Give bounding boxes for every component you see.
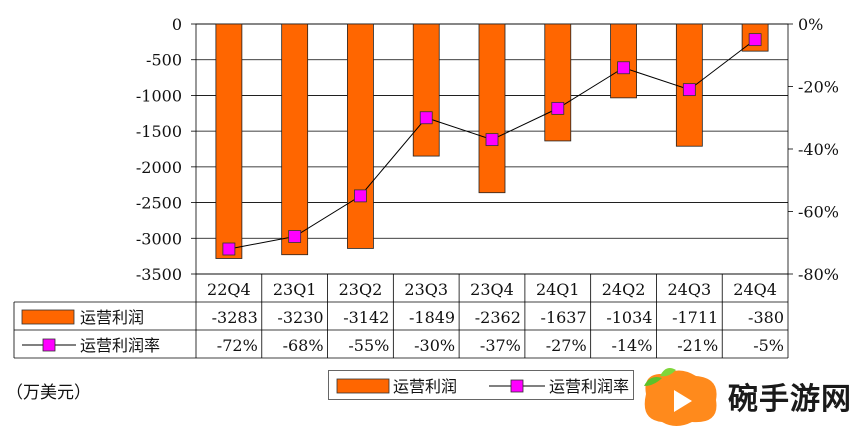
table-value: -27% [546,336,587,355]
right-tick-label: -40% [798,140,839,159]
category-label: 24Q4 [733,280,777,299]
table-row-header: 运营利润率 [80,336,160,355]
table-value: -2362 [475,308,521,327]
table-value: -21% [677,336,718,355]
line-point [748,33,762,47]
category-label: 24Q3 [668,280,712,299]
legend-line-label: 运营利润率 [549,377,629,396]
table-value: -1849 [409,308,455,327]
bar [347,23,374,249]
right-tick-label: -20% [798,78,839,97]
legend: 运营利润 运营利润率 [328,370,634,400]
table-value: -3230 [277,308,323,327]
left-tick-label: 0 [172,15,182,34]
table-value: -1637 [541,308,587,327]
line-point [617,61,630,75]
line-point [682,83,696,97]
table-value: -1034 [606,308,652,327]
table-value: -37% [480,336,521,355]
legend-marker-swatch [510,379,524,393]
bar [281,23,309,256]
line-point [354,189,367,203]
bar [412,23,440,157]
bar [610,23,637,99]
watermark-text: 碗手游网 [728,382,852,417]
table-row-header: 运营利润 [80,308,144,327]
table-value: -3142 [343,308,389,327]
category-label: 23Q4 [470,280,514,299]
left-tick-label: -2000 [136,158,182,177]
right-tick-label: -60% [798,203,839,222]
table-value: -30% [414,336,455,355]
table-value: -55% [348,336,389,355]
watermark: 碗手游网 [636,364,864,428]
right-tick-label: -80% [798,265,839,284]
left-tick-label: -1000 [136,86,182,105]
table-value: -5% [753,336,784,355]
plot-area: 0 -500 -1000 -1500 -2000 -2500 -3000 -3500 0% -20… [13,15,839,359]
unit-note: （万美元） [6,383,91,403]
bar [215,23,243,259]
right-tick-label: 0% [798,15,823,34]
table-value: -68% [283,336,324,355]
line-point [419,111,433,125]
category-label: 23Q3 [404,280,448,299]
line-point [485,133,499,147]
table-value: -72% [217,336,258,355]
legend-bar-swatch [336,378,390,394]
line-point [222,242,236,256]
table-value: -380 [748,308,784,327]
bar [478,23,506,194]
table-value: -14% [611,336,652,355]
line-point [288,230,302,243]
table-marker-swatch [42,338,56,352]
left-tick-label: -3000 [136,229,182,248]
legend-bar-label: 运营利润 [393,377,457,396]
watermark-logo [644,368,717,426]
table-value: -1711 [672,308,718,327]
table-value: -3283 [212,308,258,327]
category-label: 23Q2 [339,280,383,299]
table-bar-swatch [21,309,75,325]
category-label: 23Q1 [273,280,317,299]
line-point [551,101,565,115]
category-label: 24Q1 [536,280,580,299]
category-label: 24Q2 [602,280,646,299]
legend-graphics: 运营利润 运营利润率 [336,377,629,396]
left-tick-label: -2500 [136,194,182,213]
left-tick-label: -3500 [136,265,182,284]
left-tick-label: -1500 [136,122,182,141]
bar [544,23,572,142]
category-label: 22Q4 [207,280,251,299]
left-tick-label: -500 [146,51,182,70]
